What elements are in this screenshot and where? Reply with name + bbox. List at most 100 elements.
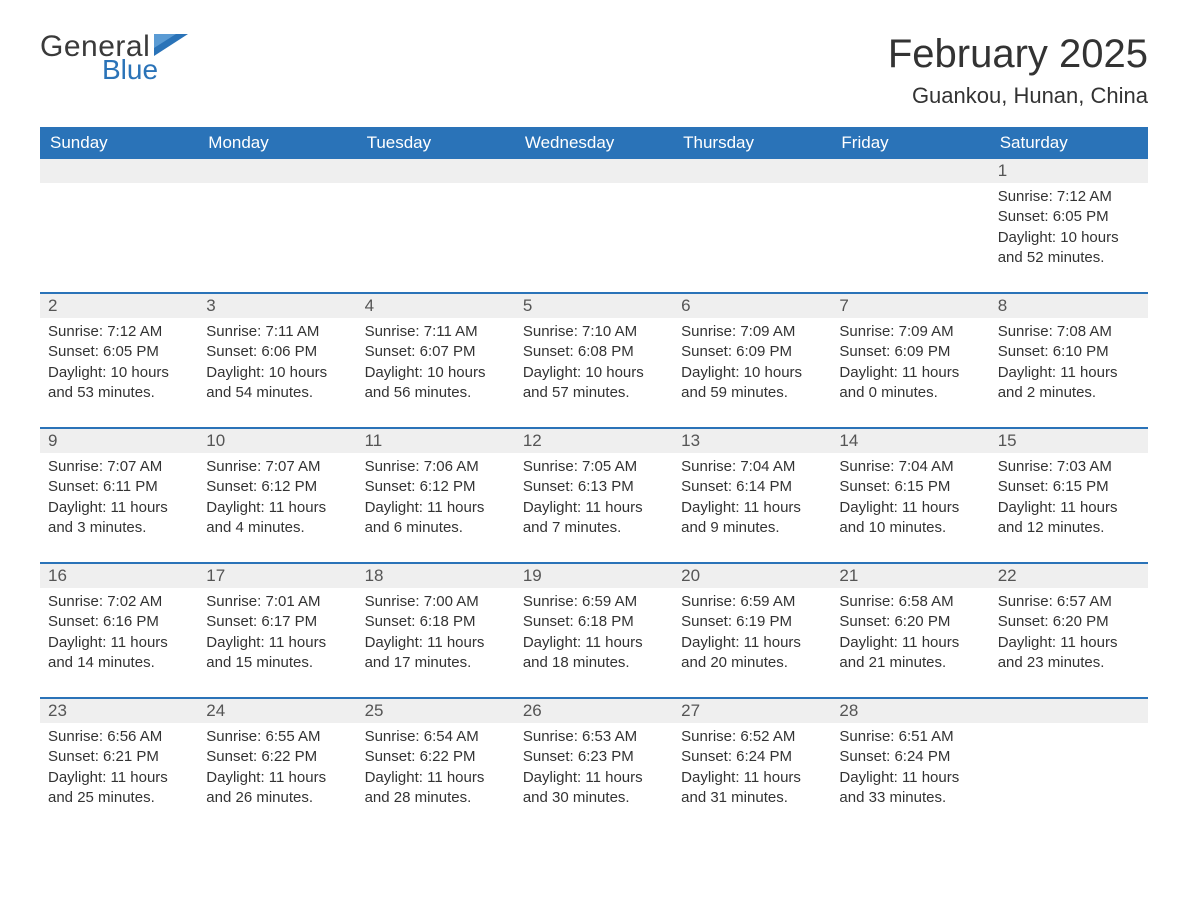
day-number: 13 [673,429,831,453]
dayhead-wed: Wednesday [515,127,673,159]
day-cell: Sunrise: 6:52 AMSunset: 6:24 PMDaylight:… [673,723,831,832]
sunrise-line: Sunrise: 7:10 AM [523,322,665,342]
daylight-line: Daylight: 11 hours and 17 minutes. [365,633,507,674]
sunrise-line: Sunrise: 7:07 AM [206,457,348,477]
day-cell: Sunrise: 7:03 AMSunset: 6:15 PMDaylight:… [990,453,1148,562]
sunset-line: Sunset: 6:16 PM [48,612,190,632]
weeks-container: 1Sunrise: 7:12 AMSunset: 6:05 PMDaylight… [40,159,1148,832]
day-number [990,699,1148,723]
daylight-line: Daylight: 11 hours and 2 minutes. [998,363,1140,404]
day-number: 17 [198,564,356,588]
day-number: 5 [515,294,673,318]
sunrise-line: Sunrise: 7:00 AM [365,592,507,612]
sunrise-line: Sunrise: 6:57 AM [998,592,1140,612]
sunrise-line: Sunrise: 6:54 AM [365,727,507,747]
daylight-line: Daylight: 11 hours and 0 minutes. [839,363,981,404]
day-number: 7 [831,294,989,318]
sunset-line: Sunset: 6:20 PM [839,612,981,632]
logo-word-blue: Blue [102,56,188,84]
daylight-line: Daylight: 10 hours and 59 minutes. [681,363,823,404]
day-number [198,159,356,183]
day-number [831,159,989,183]
sunrise-line: Sunrise: 7:12 AM [998,187,1140,207]
dayhead-mon: Monday [198,127,356,159]
daylight-line: Daylight: 10 hours and 56 minutes. [365,363,507,404]
sunrise-line: Sunrise: 7:12 AM [48,322,190,342]
day-cell: Sunrise: 6:57 AMSunset: 6:20 PMDaylight:… [990,588,1148,697]
sunrise-line: Sunrise: 6:53 AM [523,727,665,747]
calendar: Sunday Monday Tuesday Wednesday Thursday… [40,127,1148,832]
day-number: 9 [40,429,198,453]
dayhead-tue: Tuesday [357,127,515,159]
sunset-line: Sunset: 6:09 PM [681,342,823,362]
day-number: 2 [40,294,198,318]
daylight-line: Daylight: 11 hours and 30 minutes. [523,768,665,809]
day-cell [515,183,673,292]
dayhead-sat: Saturday [990,127,1148,159]
day-cell [198,183,356,292]
sunset-line: Sunset: 6:18 PM [365,612,507,632]
day-number: 6 [673,294,831,318]
header: General Blue February 2025 Guankou, Huna… [40,32,1148,109]
day-cell [357,183,515,292]
sunrise-line: Sunrise: 7:09 AM [681,322,823,342]
sunset-line: Sunset: 6:07 PM [365,342,507,362]
day-cell: Sunrise: 6:59 AMSunset: 6:18 PMDaylight:… [515,588,673,697]
month-title: February 2025 [888,32,1148,77]
sunset-line: Sunset: 6:06 PM [206,342,348,362]
day-number: 27 [673,699,831,723]
sunset-line: Sunset: 6:11 PM [48,477,190,497]
day-cell: Sunrise: 7:04 AMSunset: 6:15 PMDaylight:… [831,453,989,562]
day-cell: Sunrise: 7:04 AMSunset: 6:14 PMDaylight:… [673,453,831,562]
daynum-strip: 2345678 [40,294,1148,318]
title-block: February 2025 Guankou, Hunan, China [888,32,1148,109]
day-cell [990,723,1148,832]
sunrise-line: Sunrise: 7:04 AM [681,457,823,477]
day-number: 21 [831,564,989,588]
sunrise-line: Sunrise: 6:59 AM [681,592,823,612]
day-number [40,159,198,183]
day-number: 22 [990,564,1148,588]
day-cell: Sunrise: 7:05 AMSunset: 6:13 PMDaylight:… [515,453,673,562]
day-number: 15 [990,429,1148,453]
day-cell: Sunrise: 7:06 AMSunset: 6:12 PMDaylight:… [357,453,515,562]
day-cell: Sunrise: 6:55 AMSunset: 6:22 PMDaylight:… [198,723,356,832]
sunset-line: Sunset: 6:15 PM [998,477,1140,497]
sunrise-line: Sunrise: 6:59 AM [523,592,665,612]
daylight-line: Daylight: 11 hours and 4 minutes. [206,498,348,539]
day-number: 23 [40,699,198,723]
logo: General Blue [40,32,188,84]
sunrise-line: Sunrise: 7:03 AM [998,457,1140,477]
week-row: 9101112131415Sunrise: 7:07 AMSunset: 6:1… [40,427,1148,562]
daylight-line: Daylight: 11 hours and 25 minutes. [48,768,190,809]
day-cell: Sunrise: 7:10 AMSunset: 6:08 PMDaylight:… [515,318,673,427]
week-row: 1Sunrise: 7:12 AMSunset: 6:05 PMDaylight… [40,159,1148,292]
sunrise-line: Sunrise: 7:01 AM [206,592,348,612]
day-number: 25 [357,699,515,723]
sunrise-line: Sunrise: 7:06 AM [365,457,507,477]
day-number: 1 [990,159,1148,183]
sunset-line: Sunset: 6:05 PM [998,207,1140,227]
daylight-line: Daylight: 11 hours and 6 minutes. [365,498,507,539]
sunset-line: Sunset: 6:08 PM [523,342,665,362]
daylight-line: Daylight: 11 hours and 28 minutes. [365,768,507,809]
sunset-line: Sunset: 6:14 PM [681,477,823,497]
sunset-line: Sunset: 6:15 PM [839,477,981,497]
day-cell: Sunrise: 7:00 AMSunset: 6:18 PMDaylight:… [357,588,515,697]
sunset-line: Sunset: 6:19 PM [681,612,823,632]
day-cell: Sunrise: 7:12 AMSunset: 6:05 PMDaylight:… [40,318,198,427]
day-number: 10 [198,429,356,453]
day-number [515,159,673,183]
sunrise-line: Sunrise: 7:11 AM [206,322,348,342]
sunrise-line: Sunrise: 7:09 AM [839,322,981,342]
daylight-line: Daylight: 10 hours and 54 minutes. [206,363,348,404]
sunset-line: Sunset: 6:12 PM [206,477,348,497]
dayhead-sun: Sunday [40,127,198,159]
daylight-line: Daylight: 11 hours and 7 minutes. [523,498,665,539]
day-cell: Sunrise: 7:09 AMSunset: 6:09 PMDaylight:… [673,318,831,427]
daylight-line: Daylight: 11 hours and 20 minutes. [681,633,823,674]
day-number [357,159,515,183]
day-cell [40,183,198,292]
day-number: 28 [831,699,989,723]
daynum-strip: 9101112131415 [40,429,1148,453]
